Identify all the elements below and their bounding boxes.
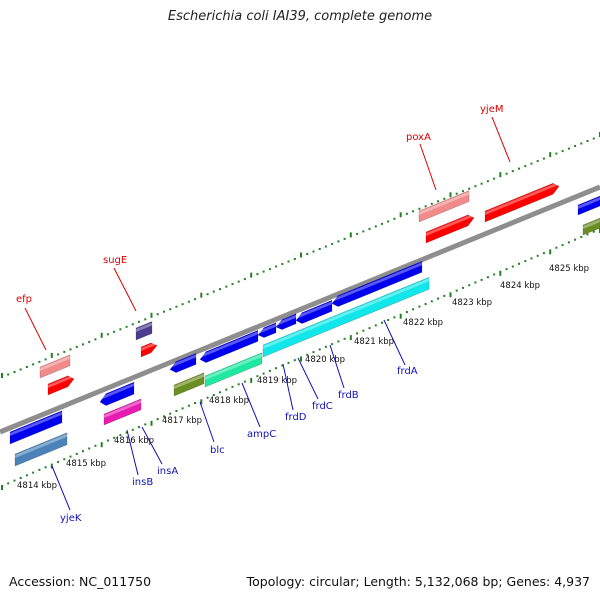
- feature-efp-red: [47, 374, 75, 396]
- leader-insB: [126, 429, 139, 476]
- feature-yjeM-red: [484, 181, 560, 223]
- feature-frd-cyan: [262, 276, 430, 358]
- scale-label: 4819 kbp: [257, 376, 297, 386]
- leader-insA: [141, 426, 163, 465]
- genome-backbone: [0, 184, 600, 435]
- label-leaders: [24, 116, 511, 511]
- feature-sugE-purple: [135, 321, 153, 341]
- gene-label-poxA: poxA: [406, 132, 431, 143]
- scale-label: 4817 kbp: [162, 416, 202, 426]
- feature-sugE-red: [140, 341, 158, 358]
- feature-ampC-blue: [199, 329, 259, 363]
- feature-ins-magenta: [103, 398, 142, 426]
- leader-blc: [199, 401, 215, 443]
- leader-efp: [24, 307, 47, 351]
- feature-frdD-blue: [257, 322, 277, 338]
- gene-label-yjeK: yjeK: [60, 513, 82, 524]
- gene-label-yjeM: yjeM: [480, 104, 503, 115]
- scale-label: 4821 kbp: [354, 337, 394, 347]
- leader-yjeM: [491, 116, 511, 163]
- feature-frdC-blue: [275, 313, 297, 330]
- leader-frdB: [329, 344, 345, 389]
- gene-label-frdB: frdB: [338, 390, 359, 401]
- accession-text: Accession: NC_011750: [9, 574, 152, 589]
- map-title: Escherichia coli IAI39, complete genome: [167, 9, 433, 24]
- tick-marks: [1, 132, 600, 490]
- leader-frdA: [383, 319, 406, 366]
- scale-label: 4815 kbp: [66, 459, 106, 469]
- gene-label-blc: blc: [210, 445, 225, 456]
- feature-ampC-green: [204, 352, 263, 388]
- genome-summary-text: Topology: circular; Length: 5,132,068 bp…: [246, 574, 590, 589]
- scale-label: 4814 kbp: [17, 481, 57, 491]
- feature-yjeK-steel: [14, 432, 68, 467]
- feature-poxA-red: [425, 213, 475, 244]
- feature-frdA-blue: [331, 260, 423, 307]
- leader-yjeK: [51, 465, 71, 511]
- gene-label-insA: insA: [157, 466, 178, 477]
- gene-label-insB: insB: [132, 477, 153, 488]
- leader-frdD: [282, 363, 294, 411]
- scale-labels: 4814 kbp 4815 kbp 4816 kbp 4817 kbp 4818…: [17, 264, 589, 491]
- leader-ampC: [241, 382, 261, 428]
- feature-blc-blue: [169, 352, 197, 373]
- scale-label: 4822 kbp: [403, 318, 443, 328]
- scale-label: 4825 kbp: [549, 264, 589, 274]
- gene-label-sugE: sugE: [103, 255, 127, 266]
- scale-label: 4823 kbp: [452, 298, 492, 308]
- leader-sugE: [113, 267, 137, 312]
- scale-label: 4818 kbp: [209, 396, 249, 406]
- gene-label-frdC: frdC: [312, 401, 333, 412]
- leader-poxA: [419, 143, 437, 191]
- feature-yjeK-blue: [9, 410, 63, 445]
- gene-label-frdD: frdD: [285, 412, 307, 423]
- gene-label-ampC: ampC: [247, 429, 276, 440]
- gene-label-efp: efp: [16, 294, 32, 305]
- feature-arrows: [9, 181, 600, 467]
- gene-labels-forward: efp sugE poxA yjeM: [16, 104, 503, 305]
- scale-label: 4816 kbp: [114, 436, 154, 446]
- gene-label-frdA: frdA: [397, 366, 418, 377]
- leader-frdC: [297, 357, 319, 400]
- feature-efp-pink: [39, 354, 71, 379]
- feature-right-blue: [577, 195, 600, 216]
- feature-poxA-pink: [418, 190, 470, 223]
- feature-ins-blue: [99, 381, 135, 406]
- feature-olive: [173, 372, 205, 397]
- scale-label: 4820 kbp: [305, 355, 345, 365]
- feature-frdB-blue: [295, 299, 333, 324]
- scale-label: 4824 kbp: [500, 281, 540, 291]
- feature-right-olive: [582, 217, 600, 236]
- gene-labels-reverse: yjeK insB insA blc ampC frdD frdC frdB f…: [60, 366, 418, 524]
